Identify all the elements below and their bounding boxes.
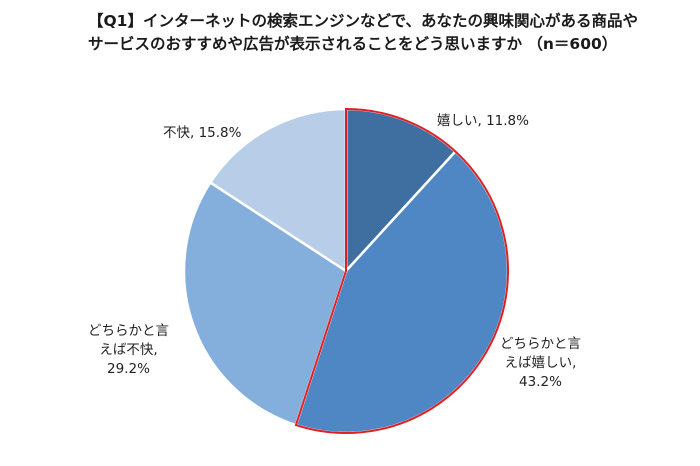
label-ureshii-line-1: 嬉しい, 11.8% bbox=[437, 113, 529, 129]
label-ureshii: 嬉しい, 11.8% bbox=[437, 112, 529, 131]
label-dochiraka-ureshii-line-2: えば嬉しい, bbox=[504, 355, 577, 371]
highlight-outline bbox=[294, 107, 510, 434]
chart-title-line-2: サービスのおすすめや広告が表示されることをどう思いますか （n＝600） bbox=[88, 35, 618, 53]
label-fukai: 不快, 15.8% bbox=[163, 124, 241, 143]
label-fukai-line-1: 不快, 15.8% bbox=[163, 125, 242, 141]
label-dochiraka-fukai-line-1: どちらかと言 bbox=[88, 323, 169, 339]
label-dochiraka-fukai-line-3: 29.2% bbox=[107, 361, 150, 377]
pie-slice-3 bbox=[182, 180, 348, 427]
pie-slice-4 bbox=[208, 107, 348, 274]
label-dochiraka-ureshii-line-3: 43.2% bbox=[519, 374, 562, 390]
chart-title: 【Q1】インターネットの検索エンジンなどで、あなたの興味関心がある商品や サービ… bbox=[88, 10, 688, 56]
label-dochiraka-ureshii-line-1: どちらかと言 bbox=[500, 336, 581, 352]
label-dochiraka-fukai: どちらかと言 えば不快, 29.2% bbox=[88, 322, 169, 379]
label-dochiraka-fukai-line-2: えば不快, bbox=[99, 342, 158, 358]
chart-title-line-1: 【Q1】インターネットの検索エンジンなどで、あなたの興味関心がある商品や bbox=[88, 12, 639, 30]
label-dochiraka-ureshii: どちらかと言 えば嬉しい, 43.2% bbox=[500, 335, 581, 392]
